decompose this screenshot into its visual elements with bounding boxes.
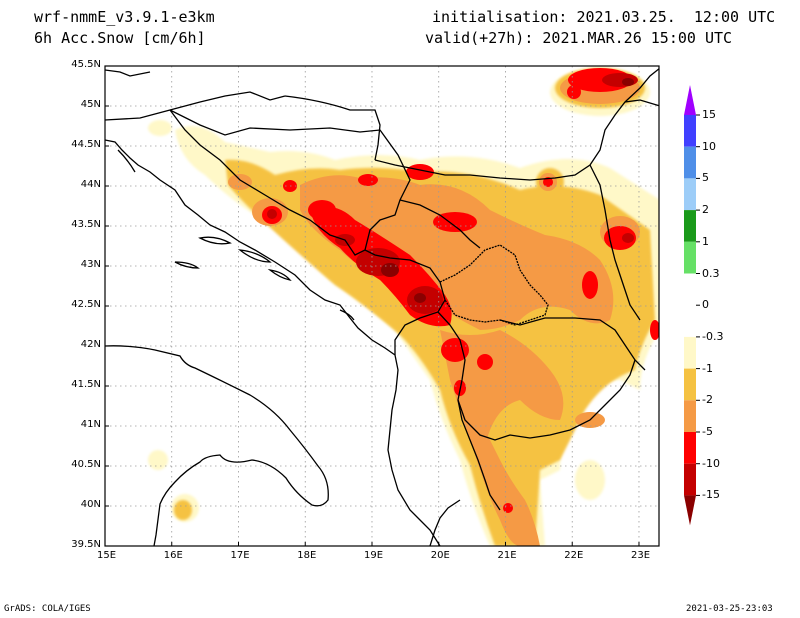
national-borders — [105, 67, 659, 511]
colorbar-label: 10 — [702, 139, 716, 153]
lat-tick-label: 43.5N — [71, 219, 101, 230]
colorbar-segment — [684, 400, 696, 432]
colorbar-label: -15 — [702, 488, 720, 502]
colorbar-label: 1 — [702, 234, 709, 248]
lon-tick-label: 16E — [163, 550, 183, 561]
model-title: wrf-nmmE_v3.9.1-e3km — [34, 8, 215, 26]
colorbar-label: -0.3 — [702, 329, 724, 343]
lon-tick-label: 18E — [297, 550, 317, 561]
colorbar-bottom-arrow — [684, 495, 696, 526]
colorbar-segment — [684, 273, 696, 306]
axis-ticks — [104, 65, 640, 547]
lon-tick-label: 20E — [430, 550, 450, 561]
colorbar-top-arrow — [684, 85, 696, 115]
lat-tick-label: 40.5N — [71, 459, 101, 470]
colorbar-label: 0 — [702, 298, 709, 312]
lat-tick-label: 41N — [80, 419, 101, 430]
colorbar-segment — [684, 210, 696, 242]
colorbar-label: -2 — [702, 393, 713, 407]
lat-tick-label: 39.5N — [71, 539, 101, 550]
lon-tick-label: 19E — [363, 550, 384, 561]
lat-tick-label: 42.5N — [71, 299, 101, 310]
colorbar-label: -10 — [702, 456, 720, 470]
footer-credit: GrADS: COLA/IGES — [4, 604, 91, 614]
colorbar — [684, 85, 700, 526]
lat-tick-label: 44.5N — [71, 139, 101, 150]
lat-tick-label: 44N — [80, 179, 101, 190]
colorbar-segment — [684, 305, 696, 337]
colorbar-segment — [684, 115, 696, 147]
lat-tick-label: 41.5N — [71, 379, 101, 390]
lat-tick-label: 43N — [80, 259, 101, 270]
lon-tick-label: 23E — [630, 550, 651, 561]
colorbar-segment — [684, 146, 696, 179]
snow-field — [105, 66, 659, 546]
footer-timestamp: 2021-03-25-23:03 — [686, 604, 773, 614]
lon-tick-label: 21E — [497, 550, 517, 561]
colorbar-segment — [684, 432, 696, 464]
colorbar-segment — [684, 178, 696, 211]
field-title: 6h Acc.Snow [cm/6h] — [34, 29, 206, 47]
colorbar-segment — [684, 336, 696, 369]
colorbar-segment — [684, 463, 696, 496]
coastlines — [105, 69, 461, 546]
grid-lines — [105, 66, 659, 546]
lon-tick-label: 17E — [230, 550, 250, 561]
colorbar-segment — [684, 368, 696, 401]
lat-tick-label: 45N — [80, 99, 101, 110]
colorbar-label: 0.3 — [702, 266, 720, 280]
lat-tick-label: 40N — [80, 499, 101, 510]
lat-tick-label: 42N — [80, 339, 101, 350]
colorbar-segment — [684, 241, 696, 274]
lon-tick-label: 22E — [564, 550, 584, 561]
colorbar-label: -5 — [702, 425, 713, 438]
valid-time: valid(+27h): 2021.MAR.26 15:00 UTC — [425, 29, 733, 47]
init-time: initialisation: 2021.03.25. 12:00 UTC — [432, 8, 776, 26]
lat-tick-label: 45.5N — [71, 59, 101, 70]
colorbar-label: 5 — [702, 171, 709, 185]
colorbar-label: 15 — [702, 108, 716, 121]
colorbar-label: -1 — [702, 361, 713, 375]
lon-tick-label: 15E — [97, 550, 117, 561]
colorbar-label: 2 — [702, 203, 709, 217]
